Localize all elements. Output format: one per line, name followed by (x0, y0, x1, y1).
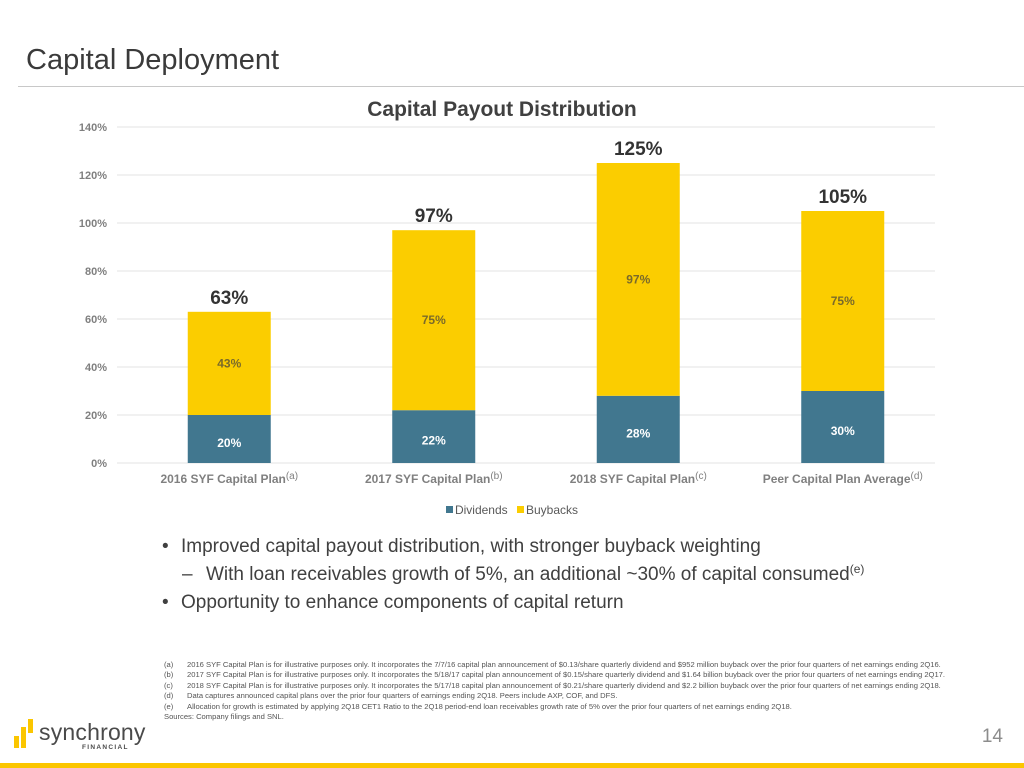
bar-buybacks (596, 163, 680, 396)
legend-item-buybacks: Buybacks (517, 503, 578, 517)
data-label-buybacks: 97% (626, 272, 650, 286)
footnote-label: (c) (164, 680, 173, 690)
y-tick-label: 80% (85, 266, 107, 278)
data-label-dividends: 28% (626, 426, 650, 440)
sub-bullet-item: – With loan receivables growth of 5%, an … (162, 561, 864, 589)
data-label-dividends: 20% (217, 436, 241, 450)
bullet-item: • Improved capital payout distribution, w… (162, 533, 864, 561)
dash-icon: – (182, 564, 193, 585)
bullet-text: Opportunity to enhance components of cap… (181, 592, 624, 613)
chart-legend: Dividends Buybacks (0, 503, 1024, 517)
sources-note: Sources: Company filings and SNL. (164, 712, 284, 722)
total-label: 63% (210, 288, 248, 309)
y-tick-label: 0% (91, 458, 107, 470)
footnote-ref: (a) (286, 471, 298, 482)
data-label-buybacks: 75% (422, 313, 446, 327)
footnote-text: Data captures announced capital plans ov… (187, 691, 618, 701)
data-labels: 20% 43% 63% 22% 75% 97% 28% 97% 125% 30% 75% 105% (210, 139, 867, 450)
total-label: 125% (614, 139, 663, 160)
bar-dividends (187, 415, 271, 463)
footnote: (c) 2018 SYF Capital Plan is for illustra… (164, 681, 984, 691)
y-axis-ticks: 0% 20% 40% 60% 80% 100% 120% 140% (79, 122, 107, 470)
bar-dividends (801, 391, 885, 463)
logo-wordmark: synchrony (39, 719, 146, 745)
y-tick-label: 140% (79, 122, 107, 134)
page-title: Capital Deployment (26, 44, 280, 76)
footnotes: (a) 2016 SYF Capital Plan is for illustra… (164, 660, 984, 722)
bar-buybacks (801, 211, 885, 391)
sub-bullet-text: With loan receivables growth of 5%, an a… (206, 564, 850, 585)
data-label-dividends: 30% (831, 424, 855, 438)
legend-label: Buybacks (526, 503, 579, 517)
footer-accent-bar (0, 763, 1024, 768)
legend-swatch-buybacks (517, 506, 524, 513)
capital-payout-chart: Capital Payout Distribution 0% 20% 40% 60% 8… (79, 98, 935, 486)
bullet-icon: • (162, 536, 169, 557)
bullet-item: • Opportunity to enhance components of ca… (162, 589, 864, 617)
bar-dividends (596, 395, 680, 463)
bars (187, 163, 885, 463)
total-label: 97% (415, 206, 453, 227)
footnote: (e) Allocation for growth is estimated by… (164, 702, 984, 712)
bullet-icon: • (162, 592, 169, 613)
synchrony-logo: synchrony FINANCIAL (14, 716, 146, 756)
footnote: (d) Data captures announced capital plans… (164, 691, 984, 701)
bar-buybacks (187, 311, 271, 415)
y-tick-label: 20% (85, 410, 107, 422)
x-tick-label: 2017 SYF Capital Plan(b) (365, 471, 503, 486)
footnote-text: Allocation for growth is estimated by ap… (187, 701, 792, 711)
footnote-label: (e) (164, 701, 174, 711)
footnote-label: (a) (164, 660, 174, 669)
bar-buybacks (392, 230, 476, 411)
footnote-text: 2016 SYF Capital Plan is for illustrativ… (187, 660, 941, 669)
footnote: (b) 2017 SYF Capital Plan is for illustra… (164, 670, 984, 680)
bar-dividends (392, 410, 476, 463)
y-tick-label: 100% (79, 218, 107, 230)
footnote-ref: (c) (695, 471, 707, 482)
x-tick-label: Peer Capital Plan Average(d) (763, 471, 923, 486)
x-tick-label: 2016 SYF Capital Plan(a) (160, 471, 298, 486)
y-tick-label: 40% (85, 362, 107, 374)
logo-subtext: FINANCIAL (82, 744, 129, 751)
key-points: • Improved capital payout distribution, w… (162, 533, 864, 617)
y-tick-label: 60% (85, 314, 107, 326)
chart-title: Capital Payout Distribution (367, 98, 637, 121)
data-label-dividends: 22% (422, 434, 446, 448)
x-axis-ticks: 2016 SYF Capital Plan(a) 2017 SYF Capital… (160, 471, 922, 486)
y-tick-label: 120% (79, 170, 107, 182)
data-label-buybacks: 43% (217, 356, 241, 370)
footnote: (a) 2016 SYF Capital Plan is for illustra… (164, 660, 984, 670)
footnote-label: (d) (164, 691, 174, 701)
footnote-text: 2018 SYF Capital Plan is for illustrativ… (187, 680, 941, 690)
footnote-ref: (b) (490, 471, 502, 482)
footnote-ref: (e) (849, 562, 865, 576)
footnote-text: 2017 SYF Capital Plan is for illustrativ… (187, 670, 946, 680)
footnote-label: (b) (164, 670, 174, 680)
legend-item-dividends: Dividends (445, 503, 508, 517)
bullet-text: Improved capital payout distribution, wi… (181, 536, 761, 557)
legend-swatch-dividends (445, 506, 453, 513)
legend-label: Dividends (454, 503, 508, 517)
page-number: 14 (981, 726, 1003, 747)
total-label: 105% (818, 187, 867, 208)
title-divider (18, 86, 1024, 87)
data-label-buybacks: 75% (831, 294, 855, 308)
x-tick-label: 2018 SYF Capital Plan(c) (570, 471, 707, 486)
footnote-ref: (d) (911, 471, 923, 482)
